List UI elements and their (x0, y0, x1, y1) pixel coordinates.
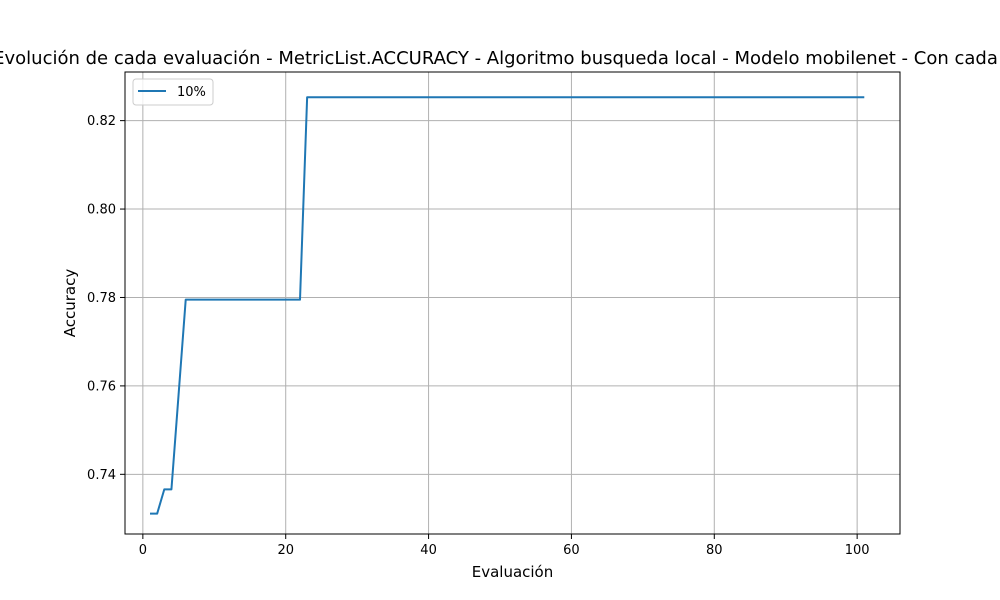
series-layer (150, 96, 865, 515)
legend: 10% (132, 78, 214, 106)
x-tick-label: 100 (845, 543, 870, 558)
y-tick-label: 0.78 (87, 291, 116, 306)
y-tick-label: 0.76 (87, 379, 116, 394)
chart-title: Evolución de cada evaluación - MetricLis… (0, 48, 998, 69)
plot-area-frame (124, 71, 901, 535)
legend-label: 10% (177, 85, 206, 100)
x-tick-label: 40 (420, 543, 437, 558)
y-tick-label: 0.74 (87, 468, 116, 483)
x-axis-label: Evaluación (472, 563, 554, 581)
y-tick-label: 0.82 (87, 114, 116, 129)
x-tick-label: 0 (139, 543, 147, 558)
series-line (150, 96, 865, 515)
x-tick-label: 80 (706, 543, 723, 558)
legend-box (132, 78, 214, 106)
x-tick-label: 20 (277, 543, 294, 558)
y-tick-label: 0.80 (87, 203, 116, 218)
y-axis-label: Accuracy (61, 269, 79, 338)
axis-ticks: 0 20 40 60 80 100 0.74 0.76 0.78 0.80 0.82 (87, 114, 870, 558)
grid-lines (125, 72, 900, 534)
x-tick-label: 60 (563, 543, 580, 558)
